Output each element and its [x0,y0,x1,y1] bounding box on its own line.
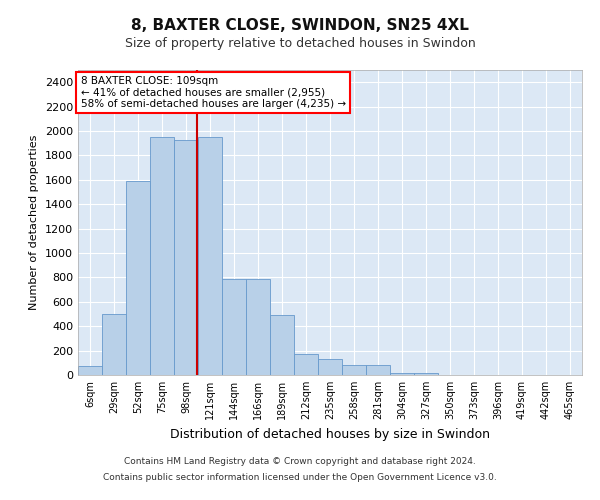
Bar [174,140,198,375]
Bar [414,372,438,375]
Bar [78,366,102,375]
Bar [270,315,294,375]
Bar [366,365,390,375]
Text: Contains HM Land Registry data © Crown copyright and database right 2024.: Contains HM Land Registry data © Crown c… [124,458,476,466]
Bar [246,278,270,375]
Bar [390,372,414,375]
Text: Size of property relative to detached houses in Swindon: Size of property relative to detached ho… [125,38,475,51]
Bar [150,137,174,375]
Bar [126,181,150,375]
Bar [198,137,222,375]
Text: 8, BAXTER CLOSE, SWINDON, SN25 4XL: 8, BAXTER CLOSE, SWINDON, SN25 4XL [131,18,469,32]
Bar [222,278,246,375]
X-axis label: Distribution of detached houses by size in Swindon: Distribution of detached houses by size … [170,428,490,440]
Bar [102,314,126,375]
Bar [318,359,342,375]
Bar [342,365,366,375]
Text: Contains public sector information licensed under the Open Government Licence v3: Contains public sector information licen… [103,472,497,482]
Y-axis label: Number of detached properties: Number of detached properties [29,135,40,310]
Text: 8 BAXTER CLOSE: 109sqm
← 41% of detached houses are smaller (2,955)
58% of semi-: 8 BAXTER CLOSE: 109sqm ← 41% of detached… [80,76,346,110]
Bar [294,354,318,375]
